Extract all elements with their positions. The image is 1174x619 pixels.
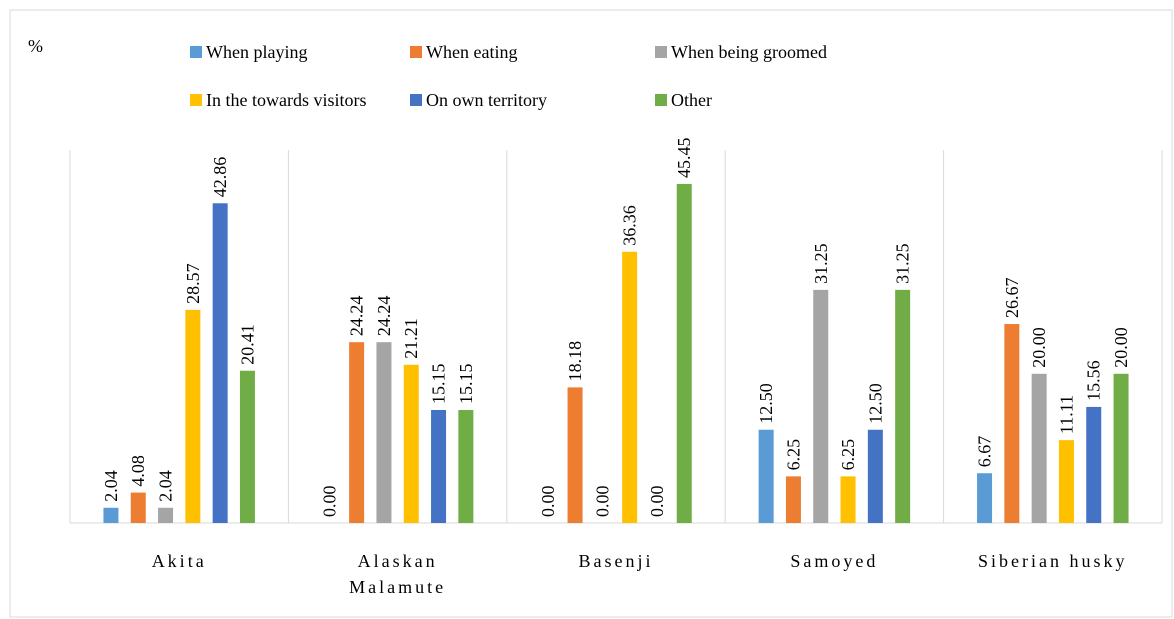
data-label: 28.57	[183, 263, 203, 304]
data-label: 6.25	[783, 439, 803, 471]
data-label: 2.04	[156, 470, 176, 502]
legend-label: When playing	[206, 42, 307, 62]
bar	[840, 476, 856, 523]
bar	[1113, 373, 1129, 523]
bar	[895, 289, 911, 523]
legend-label: On own territory	[426, 90, 547, 110]
data-label: 45.45	[674, 137, 694, 178]
data-label: 15.56	[1084, 360, 1104, 401]
data-label: 18.18	[565, 341, 585, 382]
data-label: 21.21	[401, 318, 421, 359]
data-label: 12.50	[865, 383, 885, 424]
bar	[103, 507, 119, 523]
data-label: 20.41	[237, 324, 257, 365]
data-label: 0.00	[592, 486, 612, 518]
legend-swatch	[655, 94, 667, 106]
bar	[567, 387, 583, 523]
legend-swatch	[655, 46, 667, 58]
bar	[1086, 406, 1102, 523]
data-label: 15.15	[429, 363, 449, 404]
chart-border	[9, 9, 1173, 618]
x-tick-label: Samoyed	[790, 551, 879, 571]
data-label: 12.50	[756, 383, 776, 424]
bar	[431, 409, 447, 523]
data-label: 2.04	[101, 470, 121, 502]
x-tick-label: Alaskan Malamute	[349, 551, 447, 597]
x-tick-label: Siberian husky	[978, 551, 1128, 571]
bar	[458, 409, 474, 523]
x-tick-label: Akita	[151, 551, 207, 571]
bar	[349, 342, 365, 523]
bar	[1031, 373, 1047, 523]
bar	[158, 507, 174, 523]
data-label: 11.11	[1056, 395, 1076, 434]
data-label: 24.24	[347, 296, 367, 337]
data-label: 20.00	[1111, 327, 1131, 368]
bar	[1004, 324, 1020, 523]
data-label: 42.86	[210, 157, 230, 198]
bar	[977, 473, 993, 523]
bar	[185, 309, 201, 523]
data-label: 26.67	[1002, 278, 1022, 319]
data-label: 36.36	[620, 205, 640, 246]
bar	[813, 289, 829, 523]
legend-label: When being groomed	[671, 42, 827, 62]
legend-label: When eating	[426, 42, 517, 62]
data-label: 20.00	[1029, 327, 1049, 368]
legend-swatch	[190, 94, 202, 106]
data-label: 31.25	[811, 243, 831, 284]
bar	[212, 203, 228, 523]
bar	[376, 342, 392, 523]
bar	[758, 429, 774, 523]
bar	[676, 183, 692, 523]
data-label: 0.00	[319, 486, 339, 518]
data-label: 6.25	[838, 439, 858, 471]
bar	[239, 370, 255, 523]
data-label: 31.25	[893, 243, 913, 284]
y-axis-label: %	[28, 36, 43, 56]
legend-label: Other	[671, 90, 712, 110]
data-label: 4.08	[128, 455, 148, 487]
bar	[403, 364, 419, 523]
data-label: 0.00	[538, 486, 558, 518]
legend-swatch	[410, 46, 422, 58]
bar	[130, 492, 146, 523]
legend-swatch	[190, 46, 202, 58]
bar	[785, 476, 801, 523]
bar	[1058, 440, 1074, 523]
legend-swatch	[410, 94, 422, 106]
bar	[622, 251, 638, 523]
data-label: 15.15	[456, 363, 476, 403]
legend-label: In the towards visitors	[206, 90, 366, 110]
data-label: 0.00	[647, 486, 667, 518]
bar	[867, 429, 883, 523]
data-label: 6.67	[975, 436, 995, 468]
x-tick-label: Basenji	[578, 551, 654, 571]
data-label: 24.24	[374, 296, 394, 337]
